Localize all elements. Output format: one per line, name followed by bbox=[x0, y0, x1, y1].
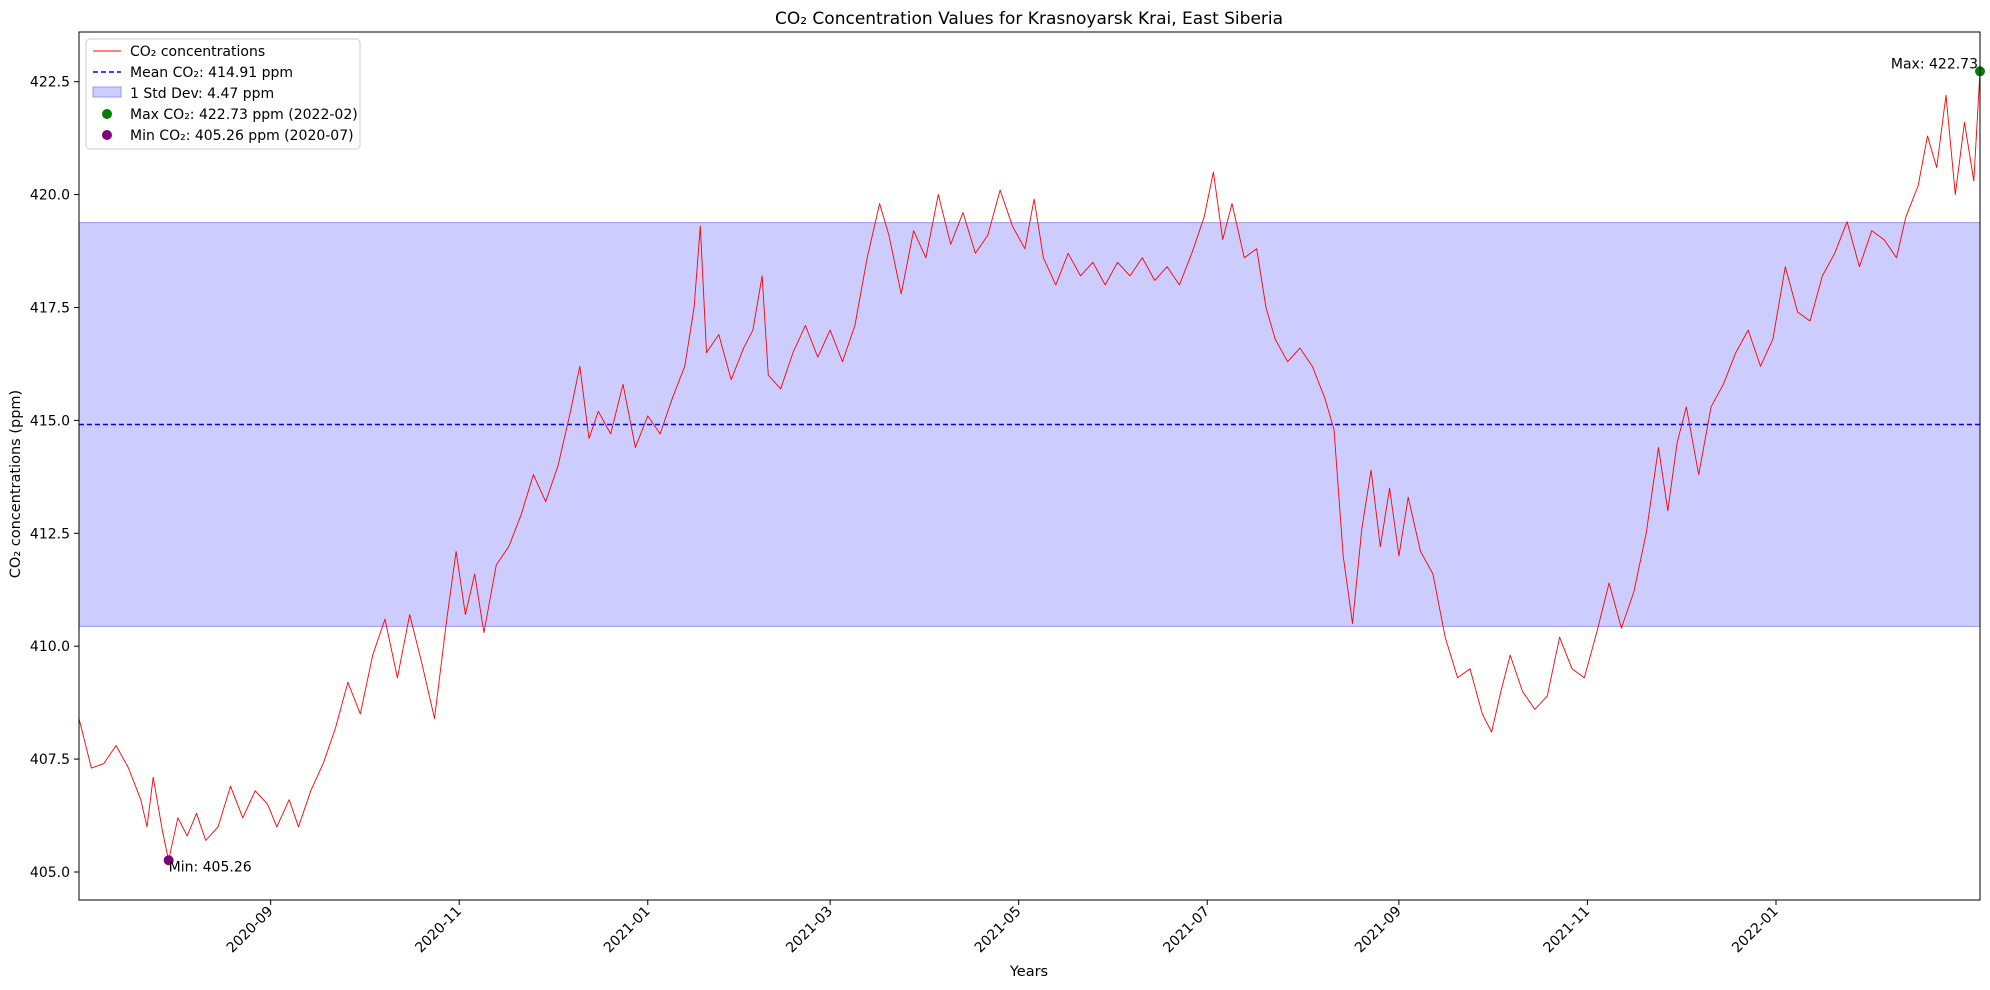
y-axis-ticks: 405.0 407.5 410.0 412.5 415.0 417.5 420.0 422.5 bbox=[30, 75, 79, 881]
legend-swatch-std-band bbox=[92, 86, 122, 98]
x-tick-label: 2021-09 bbox=[1352, 904, 1405, 957]
x-tick-label: 2021-05 bbox=[972, 904, 1025, 957]
legend-label-mean: Mean CO₂: 414.91 ppm bbox=[130, 65, 293, 81]
y-tick-label: 410.0 bbox=[30, 639, 70, 655]
x-tick-label: 2021-11 bbox=[1541, 904, 1594, 957]
y-tick-label: 407.5 bbox=[30, 752, 70, 768]
legend-box bbox=[85, 38, 361, 150]
y-tick-label: 417.5 bbox=[30, 300, 70, 316]
legend: CO₂ concentrations Mean CO₂: 414.91 ppm … bbox=[85, 38, 361, 150]
y-tick-label: 422.5 bbox=[30, 75, 70, 91]
max-annotation: Max: 422.73 bbox=[1891, 56, 1978, 72]
y-tick-label: 412.5 bbox=[30, 526, 70, 542]
y-tick-label: 420.0 bbox=[30, 188, 70, 204]
x-axis-ticks: 2020-09 2020-11 2021-01 2021-03 2021-05 2021-… bbox=[224, 900, 1782, 956]
x-axis-title: Years bbox=[1009, 964, 1048, 980]
min-point-marker bbox=[163, 855, 174, 866]
std-dev-band bbox=[79, 222, 1980, 627]
chart-title: CO₂ Concentration Values for Krasnoyarsk… bbox=[775, 9, 1283, 29]
plot-frame bbox=[78, 31, 1981, 901]
min-annotation: Min: 405.26 bbox=[169, 859, 252, 875]
co2-series-line bbox=[78, 71, 1981, 861]
x-tick-label: 2021-07 bbox=[1160, 904, 1213, 957]
plot-data-layer bbox=[78, 66, 1985, 866]
x-tick-label: 2021-03 bbox=[783, 904, 836, 957]
legend-marker-max bbox=[102, 109, 112, 119]
y-axis-title: CO₂ concentrations (ppm) bbox=[8, 390, 24, 578]
legend-label-min: Min CO₂: 405.26 ppm (2020-07) bbox=[130, 128, 354, 144]
y-tick-label: 415.0 bbox=[30, 413, 70, 429]
y-tick-label: 405.0 bbox=[30, 865, 70, 881]
legend-label-std: 1 Std Dev: 4.47 ppm bbox=[130, 86, 274, 102]
x-tick-label: 2022-01 bbox=[1729, 904, 1782, 957]
x-tick-label: 2020-11 bbox=[412, 904, 465, 957]
legend-label-co2: CO₂ concentrations bbox=[130, 44, 265, 60]
plot-background-layer bbox=[79, 222, 1980, 627]
x-tick-label: 2021-01 bbox=[601, 904, 654, 957]
legend-marker-min bbox=[102, 130, 112, 140]
x-tick-label: 2020-09 bbox=[224, 904, 277, 957]
legend-label-max: Max CO₂: 422.73 ppm (2022-02) bbox=[130, 107, 358, 123]
